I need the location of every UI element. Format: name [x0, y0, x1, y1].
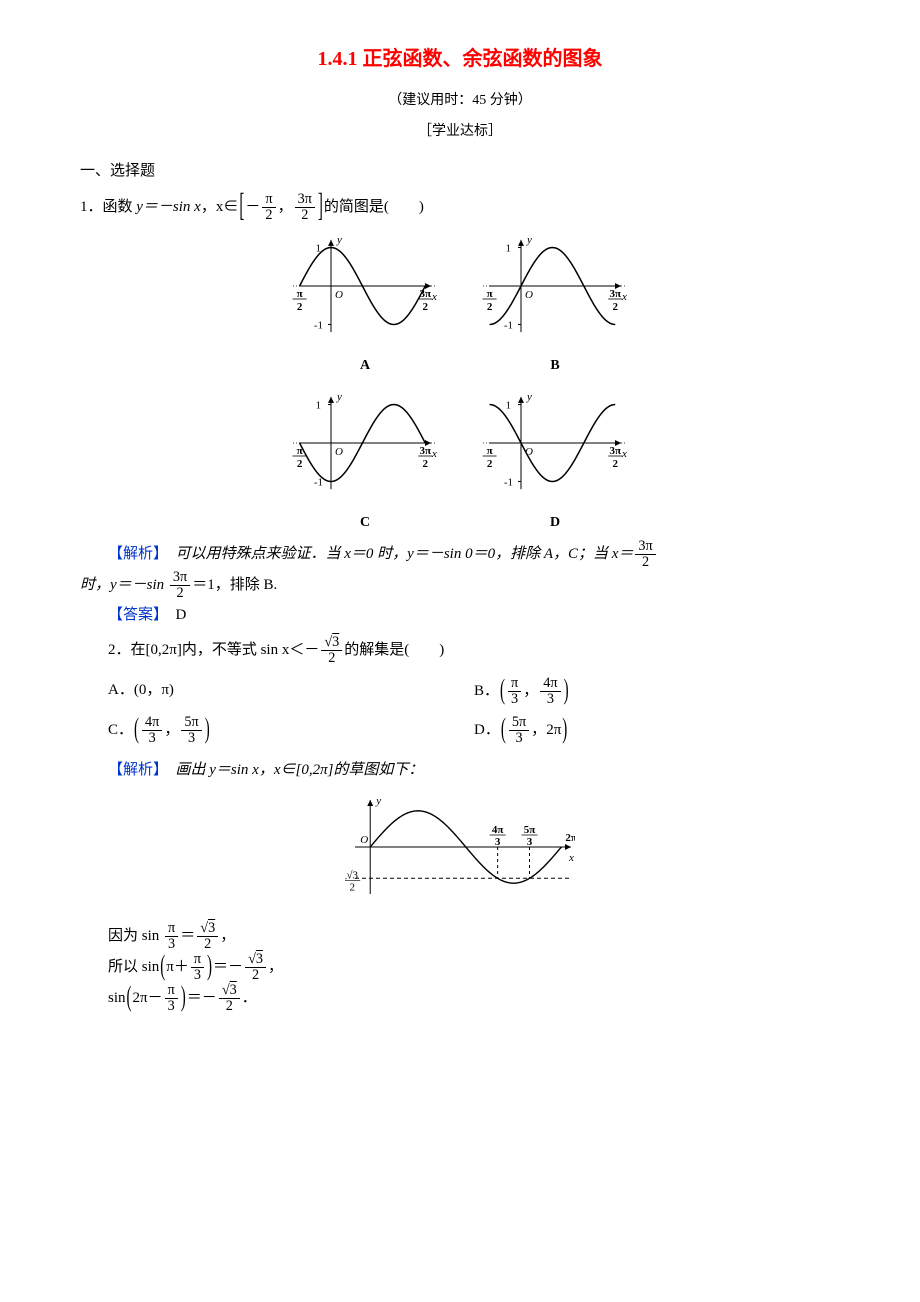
q1-answer: 【答案】 D: [108, 601, 840, 630]
graph-label-B: B: [480, 353, 630, 380]
q2-step2: 所以 sin(π＋π3)＝－√32，: [108, 952, 840, 983]
svg-text:4π: 4π: [492, 824, 504, 836]
q1-analysis-text-4: ＝1，排除 B.: [192, 577, 277, 593]
svg-text:π: π: [487, 445, 493, 457]
svg-text:-1: -1: [504, 319, 513, 331]
svg-text:2: 2: [487, 458, 493, 470]
left-paren-icon: (: [501, 703, 506, 757]
svg-text:5π: 5π: [524, 824, 536, 836]
q1-text-mid: ，x∈: [201, 199, 239, 215]
q1-graph-row2: 1-1Oxy−π23π2 C 1-1Oxy−π23π2 D: [80, 388, 840, 537]
svg-text:-1: -1: [314, 319, 323, 331]
option-C: C．(4π3，5π3): [108, 715, 474, 746]
svg-text:3: 3: [527, 836, 533, 848]
fraction: 3π2: [170, 570, 190, 601]
svg-text:π: π: [297, 288, 303, 300]
q2-step3: sin(2π－π3)＝－√32．: [108, 983, 840, 1014]
left-bracket-icon: [: [239, 176, 244, 239]
svg-text:3: 3: [495, 836, 501, 848]
svg-text:x: x: [621, 291, 627, 303]
graph-B: 1-1Oxy−π23π2 B: [480, 231, 630, 380]
graph-C: 1-1Oxy−π23π2 C: [290, 388, 440, 537]
svg-text:y: y: [336, 234, 342, 246]
fraction: √32: [321, 635, 342, 666]
svg-text:2: 2: [612, 301, 618, 313]
svg-text:x: x: [568, 852, 574, 864]
analysis-label: 【解析】: [108, 762, 161, 778]
fraction: π2: [262, 192, 275, 223]
left-paren-icon: (: [160, 940, 165, 994]
graph-D: 1-1Oxy−π23π2 D: [480, 388, 630, 537]
right-paren-icon: ): [207, 940, 212, 994]
svg-text:x: x: [431, 448, 437, 460]
q2-text-pre: 2．在[0,2π]内，不等式 sin x＜－: [108, 642, 319, 658]
svg-text:O: O: [335, 289, 343, 301]
q1-answer-text: D: [161, 607, 187, 623]
q1-analysis: 【解析】 可以用特殊点来验证．当 x＝0 时，y＝－sin 0＝0，排除 A，C…: [108, 539, 840, 570]
section-heading: 一、选择题: [80, 157, 840, 186]
q2-sketch: yOx4π35π32πy=−√32: [80, 792, 840, 913]
left-paren-icon: (: [134, 703, 139, 757]
svg-text:1: 1: [316, 399, 322, 411]
q2-analysis-text-1: 画出 y＝sin x，x∈[0,2π]的草图如下：: [161, 762, 424, 778]
graph-label-D: D: [480, 510, 630, 537]
subtitle-time: （建议用时：45 分钟）: [80, 88, 840, 115]
fraction: 3π2: [635, 539, 655, 570]
svg-text:2: 2: [422, 301, 428, 313]
answer-label: 【答案】: [108, 607, 161, 623]
svg-text:x: x: [621, 448, 627, 460]
svg-text:2: 2: [297, 458, 303, 470]
subtitle-section: ［学业达标］: [80, 119, 840, 146]
fraction: 3π2: [295, 192, 315, 223]
graph-label-C: C: [290, 510, 440, 537]
svg-text:2: 2: [297, 301, 303, 313]
svg-text:3π: 3π: [609, 445, 621, 457]
svg-text:O: O: [525, 289, 533, 301]
q2-options: A．(0，π) B．(π3，4π3) C．(4π3，5π3) D．(5π3，2π…: [108, 672, 840, 750]
right-bracket-icon: ]: [318, 176, 323, 239]
q1-graph-row1: 1-1Oxy−π23π2 A 1-1Oxy−π23π2 B: [80, 231, 840, 380]
svg-text:2π: 2π: [565, 832, 575, 844]
graph-A: 1-1Oxy−π23π2 A: [290, 231, 440, 380]
q1-analysis-text-3: 时，y＝－sin: [80, 577, 168, 593]
svg-text:O: O: [335, 446, 343, 458]
svg-text:2: 2: [422, 458, 428, 470]
svg-text:y: y: [526, 391, 532, 403]
q1-tail: 的简图是( ): [324, 199, 424, 215]
svg-text:2: 2: [349, 882, 355, 894]
question-2: 2．在[0,2π]内，不等式 sin x＜－√32的解集是( ): [108, 635, 840, 666]
q2-step1: 因为 sin π3＝√32，: [108, 921, 840, 952]
q1-analysis-line2: 时，y＝－sin 3π2＝1，排除 B.: [80, 570, 840, 601]
analysis-label: 【解析】: [108, 546, 161, 562]
svg-text:2: 2: [487, 301, 493, 313]
q1-analysis-text-1: 可以用特殊点来验证．当 x＝0 时，y＝－sin 0＝0，排除 A，C；当 x＝: [161, 546, 634, 562]
svg-text:1: 1: [506, 242, 512, 254]
graph-label-A: A: [290, 353, 440, 380]
right-paren-icon: ): [562, 703, 567, 757]
svg-text:y: y: [336, 391, 342, 403]
option-A: A．(0，π): [108, 676, 474, 707]
q2-analysis: 【解析】 画出 y＝sin x，x∈[0,2π]的草图如下：: [108, 756, 840, 785]
right-paren-icon: ): [205, 703, 210, 757]
svg-text:y: y: [375, 795, 381, 807]
svg-text:1: 1: [506, 399, 512, 411]
left-paren-icon: (: [127, 971, 132, 1025]
q2-tail: 的解集是( ): [344, 642, 444, 658]
right-paren-icon: ): [181, 971, 186, 1025]
svg-text:2: 2: [612, 458, 618, 470]
q1-text-pre: 1．函数: [80, 199, 136, 215]
svg-text:y: y: [526, 234, 532, 246]
svg-text:3π: 3π: [609, 288, 621, 300]
option-B: B．(π3，4π3): [474, 676, 840, 707]
svg-text:π: π: [487, 288, 493, 300]
q1-func: y＝－sin x: [136, 199, 201, 215]
svg-text:√3: √3: [346, 870, 358, 882]
svg-text:-1: -1: [504, 476, 513, 488]
question-1: 1．函数 y＝－sin x，x∈[－π2，3π2]的简图是( ): [80, 192, 840, 223]
option-D: D．(5π3，2π): [474, 715, 840, 746]
svg-text:x: x: [431, 291, 437, 303]
page-title: 1.4.1 正弦函数、余弦函数的图象: [80, 40, 840, 78]
svg-text:O: O: [360, 834, 368, 846]
svg-text:3π: 3π: [419, 445, 431, 457]
